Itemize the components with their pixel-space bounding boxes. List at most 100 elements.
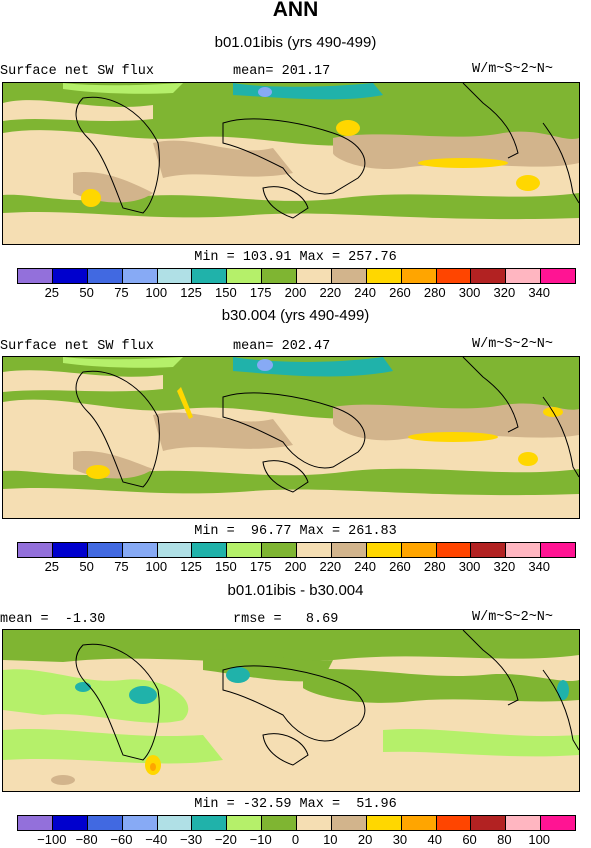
colorbar-swatch: [401, 269, 437, 283]
colorbar-tick-label: 125: [180, 285, 202, 300]
colorbar-swatch: [506, 269, 542, 283]
colorbar-tick-label: 260: [389, 285, 411, 300]
colorbar-tick-label: 240: [354, 559, 376, 574]
colorbar-tick-label: 125: [180, 559, 202, 574]
colorbar-tick-label: 0: [291, 832, 300, 847]
panel3-subtitle: b01.01ibis - b30.004: [227, 582, 364, 599]
colorbar-swatch: [192, 269, 228, 283]
colorbar-tick-label: 320: [493, 285, 516, 300]
colorbar-swatch: [297, 543, 332, 557]
colorbar-tick-label: 150: [215, 559, 237, 574]
colorbar-tick-label: 220: [319, 559, 342, 574]
colorbar-swatch: [122, 816, 158, 830]
panel1-colorbar-ticks: 25 50 75 100 125 150 175 200 220 240 260 280 300 320 3…: [17, 285, 574, 301]
colorbar-tick-label: −10: [249, 832, 272, 847]
colorbar-swatch: [262, 816, 297, 830]
colorbar-tick-label: 75: [114, 559, 129, 574]
colorbar-swatch: [52, 816, 88, 830]
colorbar-tick-label: 300: [458, 559, 481, 574]
colorbar-swatch: [331, 543, 367, 557]
colorbar-swatch: [541, 543, 575, 557]
panel2-map: [2, 356, 580, 519]
colorbar-tick-label: 340: [528, 559, 551, 574]
colorbar-swatch: [331, 816, 367, 830]
panel3-units-label: W/m~S~2~N~: [472, 610, 554, 625]
colorbar-swatch: [366, 543, 402, 557]
colorbar-swatch: [122, 543, 158, 557]
figure-title: ANN: [272, 0, 319, 21]
colorbar-swatch: [471, 543, 507, 557]
colorbar-swatch: [227, 816, 263, 830]
panel1-colorbar: [17, 268, 576, 284]
colorbar-swatch: [506, 543, 542, 557]
panel3-mean-label: mean = -1.30: [0, 612, 106, 627]
colorbar-tick-label: 50: [79, 559, 94, 574]
panel3-colorbar-ticks: −100 −80 −60 −40 −30 −20 −10 0 10 20 30 40 60 80 100: [17, 832, 574, 848]
colorbar-swatch: [18, 816, 53, 830]
colorbar-swatch: [262, 269, 297, 283]
colorbar-tick-label: 75: [114, 285, 129, 300]
colorbar-swatch: [366, 269, 402, 283]
colorbar-swatch: [436, 816, 472, 830]
colorbar-swatch: [297, 816, 332, 830]
colorbar-tick-label: 100: [528, 832, 551, 847]
colorbar-swatch: [262, 543, 297, 557]
colorbar-swatch: [18, 269, 53, 283]
colorbar-swatch: [471, 816, 507, 830]
colorbar-tick-label: 260: [389, 559, 411, 574]
panel3-minmax: Min = -32.59 Max = 51.96: [194, 797, 397, 812]
panel1-minmax: Min = 103.91 Max = 257.76: [194, 250, 397, 265]
colorbar-tick-label: 20: [357, 832, 373, 847]
panel2-subtitle: b30.004 (yrs 490-499): [221, 307, 370, 324]
colorbar-swatch: [331, 269, 367, 283]
colorbar-tick-label: 340: [528, 285, 551, 300]
panel2-minmax: Min = 96.77 Max = 261.83: [194, 524, 397, 539]
colorbar-swatch: [471, 269, 507, 283]
panel2-colorbar: [17, 542, 576, 558]
colorbar-tick-label: −60: [110, 832, 133, 847]
colorbar-swatch: [52, 269, 88, 283]
panel2-variable-label: Surface net SW flux: [0, 339, 154, 354]
colorbar-swatch: [18, 543, 53, 557]
colorbar-tick-label: 300: [458, 285, 481, 300]
colorbar-swatch: [227, 543, 263, 557]
panel3-colorbar: [17, 815, 576, 831]
colorbar-tick-label: 200: [284, 285, 307, 300]
colorbar-swatch: [52, 543, 88, 557]
colorbar-swatch: [541, 816, 575, 830]
panel2-colorbar-ticks: 25 50 75 100 125 150 175 200 220 240 260 280 300 320 3…: [17, 559, 574, 575]
panel2-mean-label: mean= 202.47: [233, 339, 331, 354]
colorbar-swatch: [506, 816, 542, 830]
panel2-units-label: W/m~S~2~N~: [472, 337, 554, 352]
panel1-units-label: W/m~S~2~N~: [472, 62, 554, 77]
colorbar-tick-label: −20: [214, 832, 237, 847]
colorbar-tick-label: 80: [497, 832, 512, 847]
colorbar-swatch: [87, 269, 123, 283]
colorbar-swatch: [436, 269, 472, 283]
panel3-rmse-label: rmse = 8.69: [233, 612, 339, 627]
colorbar-tick-label: 25: [44, 559, 60, 574]
colorbar-swatch: [436, 543, 472, 557]
colorbar-tick-label: 10: [323, 832, 338, 847]
colorbar-swatch: [366, 816, 402, 830]
colorbar-tick-label: 100: [145, 559, 168, 574]
panel1-map: [2, 82, 580, 245]
colorbar-tick-label: 30: [392, 832, 408, 847]
colorbar-swatch: [87, 543, 123, 557]
colorbar-tick-label: 280: [423, 559, 446, 574]
colorbar-swatch: [541, 269, 575, 283]
colorbar-swatch: [192, 816, 228, 830]
colorbar-swatch: [227, 269, 263, 283]
colorbar-tick-label: 40: [427, 832, 442, 847]
colorbar-swatch: [157, 543, 193, 557]
colorbar-tick-label: 60: [462, 832, 477, 847]
colorbar-swatch: [122, 269, 158, 283]
colorbar-tick-label: 280: [423, 285, 446, 300]
colorbar-tick-label: 150: [215, 285, 237, 300]
panel1-variable-label: Surface net SW flux: [0, 64, 154, 79]
colorbar-swatch: [401, 543, 437, 557]
colorbar-tick-label: 50: [79, 285, 94, 300]
colorbar-tick-label: 200: [284, 559, 307, 574]
colorbar-swatch: [401, 816, 437, 830]
colorbar-swatch: [297, 269, 332, 283]
